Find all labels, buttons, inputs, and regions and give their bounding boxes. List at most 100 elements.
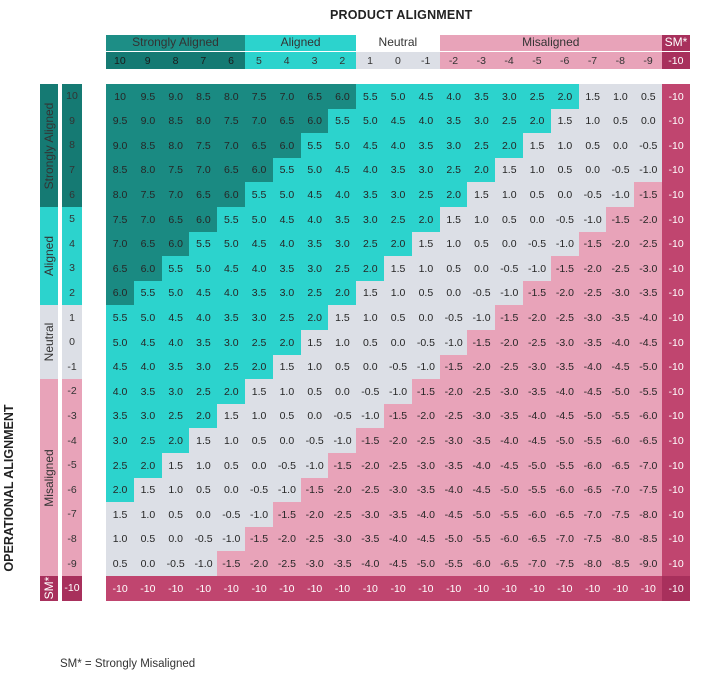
row-header-6: 6 (62, 182, 82, 207)
heatmap-cell: -1.0 (495, 280, 524, 306)
heatmap-cell: 0.0 (550, 182, 579, 208)
heatmap-cell: -3.0 (550, 330, 579, 355)
heatmap-cell: 2.5 (217, 354, 246, 380)
heatmap-cell: -0.5 (245, 477, 274, 503)
heatmap-cell: -3.5 (467, 428, 496, 454)
heatmap-cell: -7.0 (550, 526, 579, 552)
heatmap-cell: 5.5 (189, 231, 218, 257)
heatmap-cell: -5.5 (523, 477, 552, 503)
heatmap-cell: -1.5 (328, 453, 357, 478)
heatmap-cell: 1.5 (439, 207, 468, 232)
heatmap-cell: -4.0 (384, 526, 413, 552)
heatmap-cell: -4.5 (578, 379, 607, 405)
heatmap-cell: 3.0 (189, 354, 218, 380)
heatmap-cell: -1.5 (578, 231, 607, 257)
heatmap-cell: 2.5 (495, 108, 524, 134)
heatmap-cell: 3.5 (245, 280, 274, 306)
heatmap-cell: -1.5 (523, 280, 552, 306)
heatmap-cell: -10 (411, 576, 440, 601)
heatmap-cell: 3.5 (467, 84, 496, 109)
heatmap-cell: -0.5 (161, 551, 190, 577)
heatmap-cell: 1.0 (467, 207, 496, 232)
heatmap-cell: -2.0 (272, 526, 301, 552)
heatmap-cell: 6.5 (272, 108, 301, 134)
heatmap-cell: 2.0 (245, 354, 274, 380)
heatmap-cell: 1.5 (245, 379, 274, 405)
heatmap-cell: 8.5 (189, 84, 218, 109)
heatmap-cell: 2.0 (411, 207, 440, 232)
heatmap-cell: -0.5 (439, 305, 468, 331)
heatmap-cell: -10 (217, 576, 246, 601)
heatmap-cell: 3.5 (300, 231, 329, 257)
heatmap-cell: 3.0 (439, 133, 468, 159)
heatmap-cell: 6.5 (133, 231, 162, 257)
heatmap-cell: -2.0 (634, 207, 663, 232)
heatmap-cell: 5.5 (272, 157, 301, 183)
heatmap-cell: -6.0 (634, 403, 663, 429)
heatmap-cell: 4.5 (133, 330, 162, 355)
heatmap-cell: 7.0 (161, 182, 190, 208)
row-header--5: -5 (62, 453, 82, 478)
heatmap-cell: 3.0 (467, 108, 496, 134)
heatmap-cell: -2.5 (411, 428, 440, 454)
column-header-10: 10 (106, 52, 134, 69)
heatmap-cell: -10 (662, 207, 691, 232)
row-header--8: -8 (62, 526, 82, 552)
heatmap-cell: -2.5 (384, 453, 413, 478)
column-header--3: -3 (467, 52, 496, 69)
column-group-label: SM* (662, 35, 690, 51)
heatmap-cell: 1.5 (356, 280, 385, 306)
heatmap-cell: -2.0 (550, 280, 579, 306)
footnote: SM* = Strongly Misaligned (60, 658, 196, 670)
heatmap-cell: 3.5 (439, 108, 468, 134)
column-group-label: Strongly Aligned (106, 35, 245, 51)
x-axis-title: PRODUCT ALIGNMENT (330, 8, 473, 22)
heatmap-cell: 3.5 (217, 305, 246, 331)
column-header-2: 2 (328, 52, 357, 69)
heatmap-cell: -1.5 (495, 305, 524, 331)
heatmap-cell: 0.0 (133, 551, 162, 577)
heatmap-cell: -2.5 (300, 526, 329, 552)
heatmap-cell: -3.0 (606, 280, 635, 306)
row-header--2: -2 (62, 379, 82, 404)
row-header--3: -3 (62, 403, 82, 429)
heatmap-cell: 4.5 (217, 256, 246, 282)
heatmap-cell: 0.5 (550, 157, 579, 183)
heatmap-cell: 2.5 (272, 305, 301, 331)
heatmap-cell: 1.5 (411, 231, 440, 257)
heatmap-cell: 7.5 (189, 133, 218, 159)
heatmap-cell: -7.5 (578, 526, 607, 552)
heatmap-cell: -8.0 (606, 526, 635, 552)
heatmap-cell: 0.0 (495, 231, 524, 257)
heatmap-cell: -10 (300, 576, 329, 601)
heatmap-cell: 6.5 (106, 256, 135, 282)
heatmap-cell: 6.0 (133, 256, 162, 282)
heatmap-cell: 4.0 (356, 157, 385, 183)
row-header-5: 5 (62, 207, 82, 232)
heatmap-cell: -6.5 (606, 453, 635, 478)
heatmap-cell: 0.5 (133, 526, 162, 552)
heatmap-cell: 0.0 (439, 280, 468, 306)
heatmap-cell: 5.0 (300, 157, 329, 183)
heatmap-cell: 6.5 (161, 207, 190, 232)
heatmap-cell: 8.5 (106, 157, 135, 183)
heatmap-cell: -10 (662, 84, 691, 109)
heatmap-cell: -1.5 (606, 207, 635, 232)
heatmap-cell: -5.5 (495, 502, 524, 528)
heatmap-cell: 3.0 (384, 182, 413, 208)
heatmap-cell: 5.0 (384, 84, 413, 109)
heatmap-cell: 0.5 (328, 354, 357, 380)
heatmap-cell: 0.0 (606, 133, 635, 159)
heatmap-cell: -3.5 (523, 379, 552, 405)
heatmap-cell: -1.5 (467, 330, 496, 355)
heatmap-cell: 0.5 (245, 428, 274, 454)
heatmap-cell: -0.5 (356, 379, 385, 405)
heatmap-cell: 6.0 (161, 231, 190, 257)
heatmap-cell: 4.5 (411, 84, 440, 109)
column-header--10: -10 (662, 52, 690, 69)
heatmap-cell: 0.5 (411, 280, 440, 306)
heatmap-cell: -10 (245, 576, 274, 601)
heatmap-cell: 7.0 (106, 231, 135, 257)
heatmap-cell: -10 (662, 502, 691, 528)
heatmap-cell: -4.5 (495, 453, 524, 478)
